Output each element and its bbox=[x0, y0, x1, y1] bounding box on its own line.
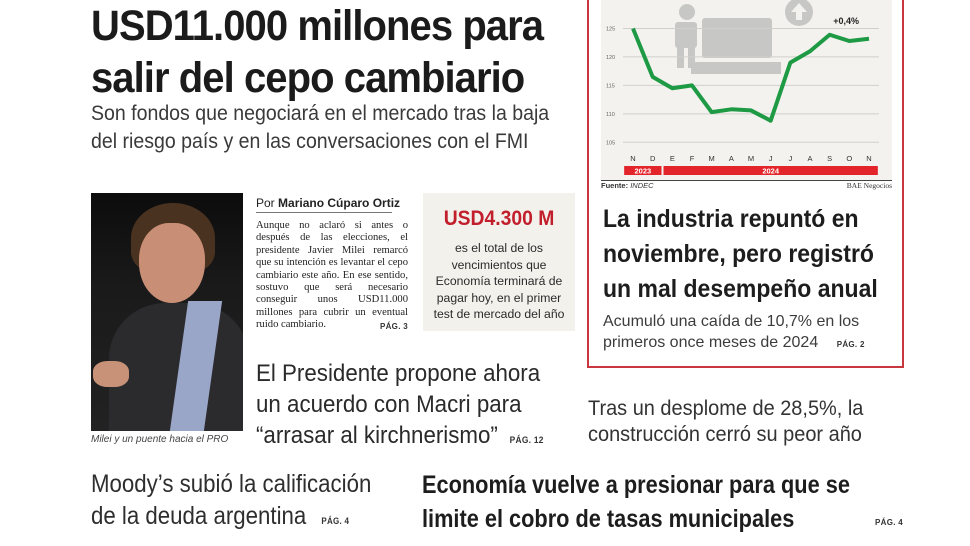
industry-headline[interactable]: La industria repuntó en noviembre, pero … bbox=[603, 202, 878, 307]
line-chart-svg: 105 110 115 120 125 +0,4% N D E F M A M J J A S O N 2023… bbox=[606, 0, 879, 176]
svg-text:F: F bbox=[690, 154, 695, 163]
economia-headline[interactable]: Economía vuelve a presionar para que se … bbox=[422, 468, 850, 536]
svg-text:M: M bbox=[748, 154, 754, 163]
moodys-headline-line: de la deuda argentina bbox=[91, 502, 307, 530]
byline-divider bbox=[256, 212, 392, 213]
svg-text:A: A bbox=[729, 154, 734, 163]
svg-text:N: N bbox=[630, 154, 635, 163]
industry-story-frame bbox=[587, 0, 904, 368]
economia-page-ref[interactable]: PÁG. 4 bbox=[875, 518, 904, 527]
lead-headline[interactable]: USD11.000 millones para salir del cepo c… bbox=[91, 0, 544, 104]
macri-headline-line: El Presidente propone ahora bbox=[256, 360, 541, 387]
macri-page-ref[interactable]: PÁG. 12 bbox=[509, 435, 544, 445]
industry-headline-line: La industria repuntó en bbox=[603, 205, 859, 233]
lead-headline-line: salir del cepo cambiario bbox=[91, 54, 525, 102]
y-axis-ticks: 105 110 115 120 125 bbox=[606, 26, 615, 146]
milei-photo[interactable] bbox=[91, 193, 243, 431]
industry-subheadline-line: Acumuló una caída de 10,7% en los bbox=[603, 313, 860, 330]
stat-box: USD4.300 M es el total de los vencimient… bbox=[423, 193, 575, 331]
economia-headline-line: limite el cobro de tasas municipales bbox=[422, 505, 795, 533]
lead-body-text: Aunque no aclaró si antes o después de l… bbox=[256, 220, 408, 331]
year-bands: 2023 2024 bbox=[624, 166, 878, 176]
svg-text:2024: 2024 bbox=[762, 167, 780, 176]
byline-author[interactable]: Mariano Cúparo Ortiz bbox=[278, 196, 401, 210]
industry-subheadline-line: primeros once meses de 2024 bbox=[603, 334, 819, 351]
svg-text:A: A bbox=[807, 154, 812, 163]
svg-text:D: D bbox=[650, 154, 656, 163]
svg-text:115: 115 bbox=[606, 83, 615, 89]
moodys-headline[interactable]: Moody’s subió la calificación de la deud… bbox=[91, 468, 371, 537]
macri-headline[interactable]: El Presidente propone ahora un acuerdo c… bbox=[256, 358, 544, 456]
svg-text:J: J bbox=[769, 154, 773, 163]
lead-subheadline-line: del riesgo país y en las conversaciones … bbox=[91, 130, 529, 153]
construction-headline-line: Tras un desplome de 28,5%, la bbox=[588, 397, 864, 420]
lead-page-ref[interactable]: PÁG. 3 bbox=[379, 322, 408, 332]
lead-body: Aunque no aclaró si antes o después de l… bbox=[256, 220, 408, 334]
macri-headline-line: un acuerdo con Macri para bbox=[256, 391, 522, 418]
source-value: INDEC bbox=[630, 181, 654, 190]
macri-headline-line: “arrasar al kirchnerismo” bbox=[256, 422, 498, 449]
byline-prefix: Por bbox=[256, 196, 275, 210]
chart-annotation: +0,4% bbox=[833, 16, 859, 26]
svg-text:125: 125 bbox=[606, 26, 615, 32]
source-label: Fuente: bbox=[601, 181, 629, 190]
svg-text:S: S bbox=[827, 154, 832, 163]
svg-text:120: 120 bbox=[606, 55, 615, 61]
moodys-headline-line: Moody’s subió la calificación bbox=[91, 470, 372, 498]
svg-text:110: 110 bbox=[606, 112, 615, 118]
economia-headline-line: Economía vuelve a presionar para que se bbox=[422, 471, 850, 499]
industry-index-line bbox=[631, 27, 870, 123]
svg-text:M: M bbox=[709, 154, 715, 163]
stat-figure: USD4.300 M bbox=[443, 207, 555, 230]
industry-subheadline: Acumuló una caída de 10,7% en los primer… bbox=[603, 311, 865, 355]
lead-headline-line: USD11.000 millones para bbox=[91, 2, 544, 50]
chart-footer: Fuente: INDEC BAE Negocios bbox=[601, 180, 892, 193]
up-arrow-icon bbox=[785, 0, 813, 26]
chart-grid bbox=[623, 27, 879, 143]
industry-headline-line: noviembre, pero registró bbox=[603, 240, 874, 268]
chart-credit: BAE Negocios bbox=[846, 181, 892, 190]
photo-hand bbox=[93, 361, 129, 387]
industry-chart[interactable]: 105 110 115 120 125 +0,4% N D E F M A M J J A S O N 2023… bbox=[601, 0, 892, 180]
byline: Por Mariano Cúparo Ortiz bbox=[256, 196, 400, 210]
lead-subheadline-line: Son fondos que negociará en el mercado t… bbox=[91, 102, 550, 125]
svg-text:E: E bbox=[670, 154, 675, 163]
industry-page-ref[interactable]: PÁG. 2 bbox=[836, 340, 865, 349]
photo-caption: Milei y un puente hacia el PRO bbox=[91, 434, 229, 445]
construction-headline[interactable]: Tras un desplome de 28,5%, la construcci… bbox=[588, 396, 863, 448]
svg-text:2023: 2023 bbox=[634, 167, 651, 176]
svg-text:105: 105 bbox=[606, 140, 615, 146]
svg-text:O: O bbox=[846, 154, 852, 163]
industry-headline-line: un mal desempeño anual bbox=[603, 275, 878, 303]
moodys-page-ref[interactable]: PÁG. 4 bbox=[321, 516, 350, 526]
factory-worker-icon bbox=[675, 4, 781, 74]
photo-face bbox=[139, 223, 205, 303]
lead-subheadline: Son fondos que negociará en el mercado t… bbox=[91, 100, 549, 156]
construction-headline-line: construcción cerró su peor año bbox=[588, 423, 862, 446]
svg-text:N: N bbox=[866, 154, 871, 163]
svg-text:J: J bbox=[788, 154, 792, 163]
stat-text: es el total de los vencimientos que Econ… bbox=[433, 241, 565, 321]
